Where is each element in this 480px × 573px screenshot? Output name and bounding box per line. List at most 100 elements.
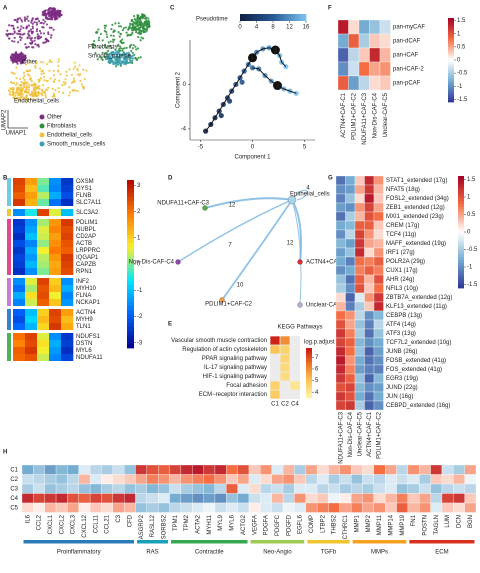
colorbar-tick-label: -2: [137, 314, 143, 320]
heatmap-cell: [203, 474, 216, 485]
colorbar-step: [458, 206, 464, 210]
column-label: MYL6: [230, 514, 236, 530]
cell-dot: [132, 25, 135, 28]
gene-label: CAPZB: [76, 262, 96, 268]
row-label: TCF4 (11g): [386, 232, 416, 238]
gene-label: ACTN4: [76, 310, 96, 316]
group-strip: [7, 278, 11, 306]
heatmap-cell: [146, 483, 159, 494]
legend-swatch: [39, 141, 45, 147]
heatmap-cell: [203, 464, 216, 475]
group-bar: [137, 540, 169, 544]
heatmap-cell: [44, 464, 57, 475]
heatmap-cell: [335, 337, 346, 348]
column-label: CXCL3: [71, 514, 77, 534]
group-label: ECM: [435, 550, 448, 556]
heatmap-cell: [335, 238, 346, 249]
cell-dot: [100, 57, 103, 60]
colorbar-step: [127, 259, 134, 265]
heatmap-cell: [61, 278, 74, 285]
cell-dot: [38, 84, 41, 88]
colorbar-step: [127, 306, 134, 311]
cell-dot: [47, 14, 51, 18]
heatmap-cell: [25, 226, 38, 233]
colorbar-step: [306, 394, 312, 396]
cell-dot: [36, 37, 40, 40]
heatmap-cell: [373, 265, 384, 276]
heatmap-cell: [396, 502, 409, 513]
group-bar: [307, 540, 350, 544]
heatmap-cell: [369, 33, 381, 49]
column-label: Unclear-CAF-C5: [383, 92, 389, 137]
heatmap-cell: [33, 502, 45, 513]
cell-dot: [34, 66, 37, 69]
cell-dot: [54, 89, 57, 92]
heatmap-cell: [282, 464, 295, 475]
colorbar-step: [243, 14, 246, 21]
heatmap-cell: [89, 502, 102, 513]
cell-dot: [10, 57, 14, 60]
heatmap-cell: [37, 240, 50, 247]
colorbar-step: [127, 238, 134, 244]
heatmap-cell: [37, 292, 50, 299]
heatmap-cell: [271, 474, 284, 485]
heatmap-cell: [203, 483, 216, 494]
heatmap-cell: [49, 333, 62, 340]
cell-dot: [9, 87, 12, 91]
heatmap-cell: [373, 373, 384, 384]
edge-weight: 10: [237, 283, 244, 289]
heatmap-cell: [146, 474, 159, 485]
heatmap-cell: [226, 474, 238, 485]
heatmap-cell: [335, 220, 346, 231]
heatmap-cell: [364, 238, 375, 249]
heatmap-cell: [345, 292, 356, 303]
heatmap-cell: [112, 493, 125, 504]
heatmap-cell: [364, 346, 375, 357]
heatmap-cell: [158, 464, 170, 475]
cell-dot: [37, 43, 40, 46]
column-label: CXCL12: [82, 514, 88, 537]
cell-dot: [147, 17, 150, 20]
heatmap-cell: [237, 502, 250, 513]
colorbar-step: [448, 55, 454, 59]
heatmap-cell: [364, 193, 375, 204]
cell-dot: [22, 55, 25, 59]
heatmap-cell: [25, 261, 38, 268]
cell-dot: [19, 61, 22, 64]
heatmap-cell: [21, 464, 34, 475]
heatmap-cell: [226, 483, 238, 494]
cell-dot: [117, 43, 120, 46]
cell-dot: [44, 96, 48, 99]
cell-dot: [128, 25, 131, 28]
colorbar-step: [127, 201, 134, 206]
colorbar-step: [306, 396, 312, 399]
column-label: PDGFD: [286, 514, 292, 536]
cell-dot: [27, 83, 30, 86]
heatmap-cell: [373, 464, 386, 475]
heatmap-cell: [13, 285, 26, 292]
cell-dot: [47, 7, 51, 10]
cell-dot: [118, 47, 121, 51]
colorbar-step: [448, 66, 454, 69]
heatmap-cell: [55, 483, 68, 494]
cell-dot: [36, 33, 39, 36]
node: [175, 259, 181, 265]
heatmap-cell: [13, 278, 26, 285]
cell-dot: [122, 52, 125, 55]
colorbar-step: [448, 81, 454, 84]
heatmap-cell: [25, 309, 38, 316]
cell-dot: [114, 22, 117, 25]
heatmap-cell: [373, 355, 384, 366]
colorbar-step: [448, 95, 454, 99]
cell-dot: [127, 27, 131, 30]
cell-dot: [45, 23, 49, 26]
heatmap-cell: [358, 75, 370, 91]
heatmap-cell: [37, 340, 50, 347]
colorbar-step: [127, 255, 134, 261]
heatmap-cell: [354, 193, 365, 204]
heatmap-cell: [25, 292, 38, 299]
row-label: FOSB_extended (41g): [386, 358, 446, 364]
y-axis-label: UMAP2: [2, 109, 8, 130]
heatmap-cell: [49, 261, 62, 268]
heatmap-cell: [13, 226, 26, 233]
